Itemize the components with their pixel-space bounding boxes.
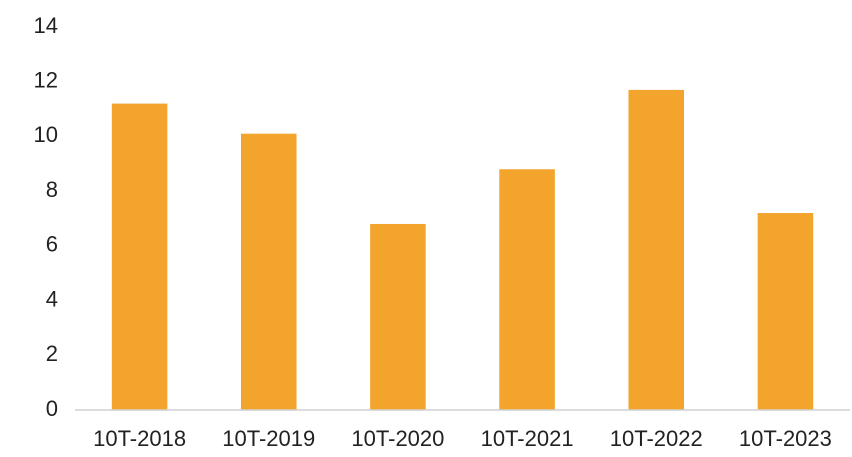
y-tick-label: 8 — [46, 177, 58, 202]
x-tick-label: 10T-2020 — [351, 426, 444, 451]
bar — [757, 213, 814, 410]
y-tick-label: 12 — [34, 68, 58, 93]
bar — [111, 103, 168, 410]
x-tick-label: 10T-2019 — [222, 426, 315, 451]
x-tick-label: 10T-2021 — [481, 426, 574, 451]
bar — [370, 223, 426, 410]
x-tick-label: 10T-2022 — [610, 426, 703, 451]
bar — [240, 133, 297, 410]
y-tick-label: 6 — [46, 232, 58, 257]
y-tick-label: 2 — [46, 341, 58, 366]
bar — [499, 169, 555, 410]
y-tick-label: 0 — [46, 396, 58, 421]
y-tick-label: 4 — [46, 286, 58, 311]
x-tick-label: 10T-2023 — [739, 426, 832, 451]
y-tick-label: 10 — [34, 122, 58, 147]
bar — [628, 89, 685, 411]
y-tick-label: 14 — [34, 13, 58, 38]
x-tick-label: 10T-2018 — [93, 426, 186, 451]
